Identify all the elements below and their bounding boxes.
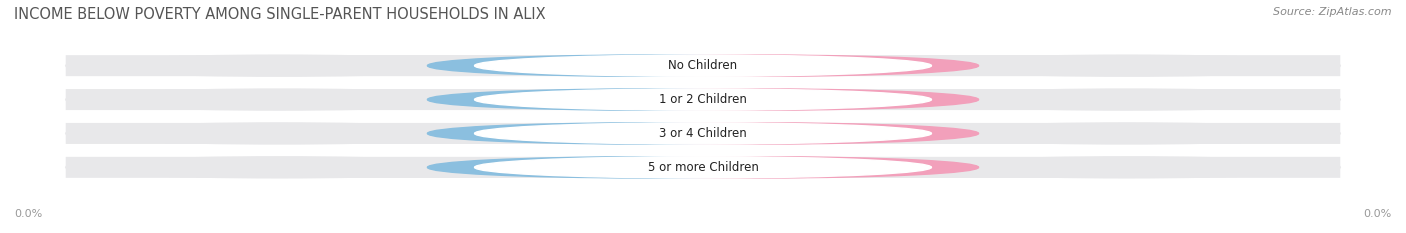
FancyBboxPatch shape <box>641 89 666 110</box>
Text: INCOME BELOW POVERTY AMONG SINGLE-PARENT HOUSEHOLDS IN ALIX: INCOME BELOW POVERTY AMONG SINGLE-PARENT… <box>14 7 546 22</box>
Text: 0.0%: 0.0% <box>602 61 628 71</box>
FancyBboxPatch shape <box>280 157 1126 178</box>
Text: 5 or more Children: 5 or more Children <box>648 161 758 174</box>
Circle shape <box>526 123 953 144</box>
FancyBboxPatch shape <box>280 89 1126 110</box>
Text: 0.0%: 0.0% <box>778 162 804 172</box>
Circle shape <box>475 55 901 76</box>
Circle shape <box>453 55 880 76</box>
Circle shape <box>453 157 880 178</box>
Circle shape <box>551 123 979 144</box>
Text: 0.0%: 0.0% <box>602 162 628 172</box>
Circle shape <box>66 89 494 110</box>
FancyBboxPatch shape <box>740 157 765 178</box>
Circle shape <box>526 55 953 76</box>
FancyBboxPatch shape <box>718 55 765 76</box>
Circle shape <box>475 89 901 110</box>
Circle shape <box>912 157 1340 178</box>
FancyBboxPatch shape <box>718 123 765 144</box>
Circle shape <box>551 55 979 76</box>
Text: 0.0%: 0.0% <box>602 95 628 105</box>
Circle shape <box>505 55 931 76</box>
Circle shape <box>551 157 979 178</box>
FancyBboxPatch shape <box>740 55 765 76</box>
FancyBboxPatch shape <box>641 55 666 76</box>
FancyBboxPatch shape <box>280 55 1126 76</box>
FancyBboxPatch shape <box>66 157 1340 178</box>
FancyBboxPatch shape <box>740 123 765 144</box>
Circle shape <box>453 123 880 144</box>
Circle shape <box>912 55 1340 76</box>
FancyBboxPatch shape <box>718 157 765 178</box>
Circle shape <box>66 55 494 76</box>
FancyBboxPatch shape <box>66 55 1340 76</box>
Circle shape <box>453 89 880 110</box>
Circle shape <box>427 157 855 178</box>
Circle shape <box>912 89 1340 110</box>
Text: 0.0%: 0.0% <box>1364 209 1392 219</box>
Circle shape <box>427 89 855 110</box>
FancyBboxPatch shape <box>641 123 666 144</box>
Text: 0.0%: 0.0% <box>778 128 804 138</box>
Text: 0.0%: 0.0% <box>14 209 42 219</box>
Circle shape <box>912 123 1340 144</box>
Circle shape <box>505 89 931 110</box>
Circle shape <box>475 123 901 144</box>
Circle shape <box>427 123 855 144</box>
FancyBboxPatch shape <box>740 89 765 110</box>
Text: 1 or 2 Children: 1 or 2 Children <box>659 93 747 106</box>
FancyBboxPatch shape <box>66 123 1340 144</box>
Circle shape <box>66 157 494 178</box>
Circle shape <box>526 157 953 178</box>
Text: 3 or 4 Children: 3 or 4 Children <box>659 127 747 140</box>
Circle shape <box>505 123 931 144</box>
FancyBboxPatch shape <box>641 157 666 178</box>
FancyBboxPatch shape <box>718 89 765 110</box>
Circle shape <box>427 55 855 76</box>
Text: Source: ZipAtlas.com: Source: ZipAtlas.com <box>1274 7 1392 17</box>
Circle shape <box>551 89 979 110</box>
Circle shape <box>475 157 901 178</box>
Circle shape <box>526 89 953 110</box>
Text: 0.0%: 0.0% <box>778 61 804 71</box>
Circle shape <box>66 123 494 144</box>
Text: 0.0%: 0.0% <box>778 95 804 105</box>
FancyBboxPatch shape <box>66 89 1340 110</box>
Text: 0.0%: 0.0% <box>602 128 628 138</box>
Text: No Children: No Children <box>668 59 738 72</box>
Circle shape <box>505 157 931 178</box>
FancyBboxPatch shape <box>280 123 1126 144</box>
